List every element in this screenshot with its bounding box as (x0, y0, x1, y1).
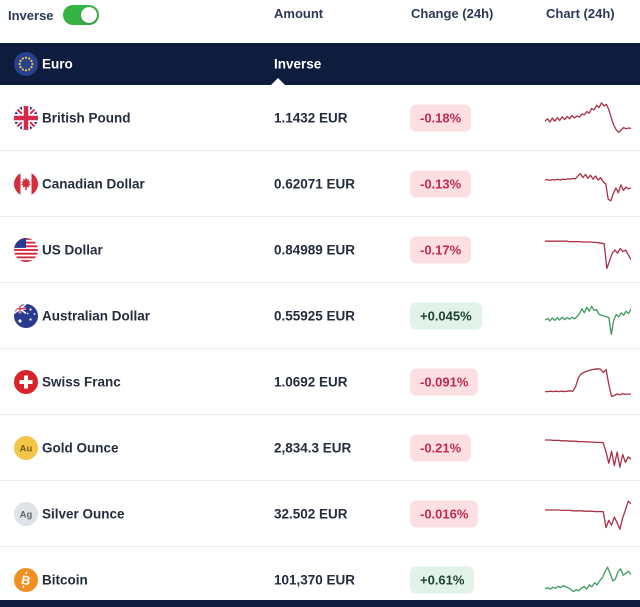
uk-flag-icon (14, 105, 38, 130)
eu-flag-icon (14, 52, 38, 76)
sparkline-chart (545, 230, 631, 270)
table-row[interactable]: US Dollar 0.84989 EUR -0.17% (0, 217, 640, 283)
sparkline-chart (545, 494, 631, 534)
amount-value: 101,370 EUR (274, 572, 356, 587)
rates-table-body: British Pound 1.1432 EUR -0.18% Canadian D… (0, 85, 640, 607)
change-badge: -0.21% (410, 434, 472, 461)
gold-au-icon: Au (14, 435, 38, 460)
svg-text:Au: Au (20, 443, 33, 454)
table-header: Inverse Amount Change (24h) Chart (24h) (0, 0, 640, 43)
currency-name: Canadian Dollar (42, 176, 145, 191)
australia-flag-icon (14, 303, 38, 328)
column-header-change: Change (24h) (411, 6, 494, 21)
amount-value: 2,834.3 EUR (274, 440, 352, 455)
currency-name: US Dollar (42, 242, 103, 257)
change-badge: +0.045% (410, 302, 482, 329)
change-badge: -0.091% (410, 368, 479, 395)
sparkline-chart (545, 428, 631, 468)
currency-name: Swiss Franc (42, 374, 121, 389)
inverse-toggle-label: Inverse (8, 7, 54, 23)
table-row[interactable]: B Bitcoin 101,370 EUR +0.61% (0, 547, 640, 607)
table-row[interactable]: Ag Silver Ounce 32.502 EUR -0.016% (0, 481, 640, 547)
table-row[interactable]: Australian Dollar 0.55925 EUR +0.045% (0, 283, 640, 349)
inverse-control: Inverse (8, 5, 99, 25)
sparkline-chart (545, 98, 631, 138)
silver-ag-icon: Ag (14, 501, 38, 526)
sparkline-chart (545, 362, 631, 402)
sparkline-chart (545, 560, 631, 600)
amount-value: 1.0692 EUR (274, 374, 348, 389)
base-currency-bar[interactable]: Euro Inverse (0, 43, 640, 85)
currency-name: Silver Ounce (42, 506, 125, 521)
selected-column-label: Inverse (274, 56, 322, 72)
table-row[interactable]: Canadian Dollar 0.62071 EUR -0.13% (0, 151, 640, 217)
column-header-amount: Amount (274, 6, 324, 21)
inverse-toggle[interactable] (62, 5, 99, 25)
currency-name: Gold Ounce (42, 440, 119, 455)
currency-name: Australian Dollar (42, 308, 151, 323)
change-badge: -0.13% (410, 170, 472, 197)
change-badge: -0.17% (410, 236, 472, 263)
currency-name: Bitcoin (42, 572, 88, 587)
amount-value: 0.84989 EUR (274, 242, 356, 257)
table-row[interactable]: Au Gold Ounce 2,834.3 EUR -0.21% (0, 415, 640, 481)
change-badge: -0.18% (410, 104, 472, 131)
svg-text:B: B (20, 572, 32, 588)
canada-flag-icon (14, 171, 38, 196)
base-currency-name: Euro (42, 56, 73, 72)
currency-name: British Pound (42, 110, 131, 125)
us-flag-icon (14, 237, 38, 262)
change-badge: +0.61% (410, 566, 475, 593)
amount-value: 0.62071 EUR (274, 176, 356, 191)
amount-value: 1.1432 EUR (274, 110, 348, 125)
sparkline-chart (545, 296, 631, 336)
amount-value: 0.55925 EUR (274, 308, 356, 323)
table-row[interactable]: Swiss Franc 1.0692 EUR -0.091% (0, 349, 640, 415)
table-row[interactable]: British Pound 1.1432 EUR -0.18% (0, 85, 640, 151)
bitcoin-icon: B (14, 567, 38, 592)
selected-column-caret (271, 78, 285, 85)
column-header-chart: Chart (24h) (546, 6, 615, 21)
svg-text:Ag: Ag (20, 509, 33, 520)
swiss-flag-icon (14, 369, 38, 394)
sparkline-chart (545, 164, 631, 204)
next-section-bar (0, 600, 640, 607)
toggle-knob (80, 7, 97, 23)
amount-value: 32.502 EUR (274, 506, 348, 521)
change-badge: -0.016% (410, 500, 479, 527)
